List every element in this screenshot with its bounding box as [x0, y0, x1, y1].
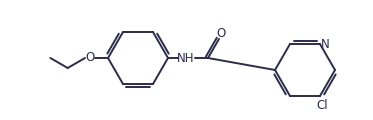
Text: O: O: [85, 51, 95, 64]
Text: N: N: [321, 38, 329, 51]
Text: O: O: [216, 27, 226, 40]
Text: NH: NH: [177, 51, 195, 65]
Text: Cl: Cl: [316, 99, 328, 112]
